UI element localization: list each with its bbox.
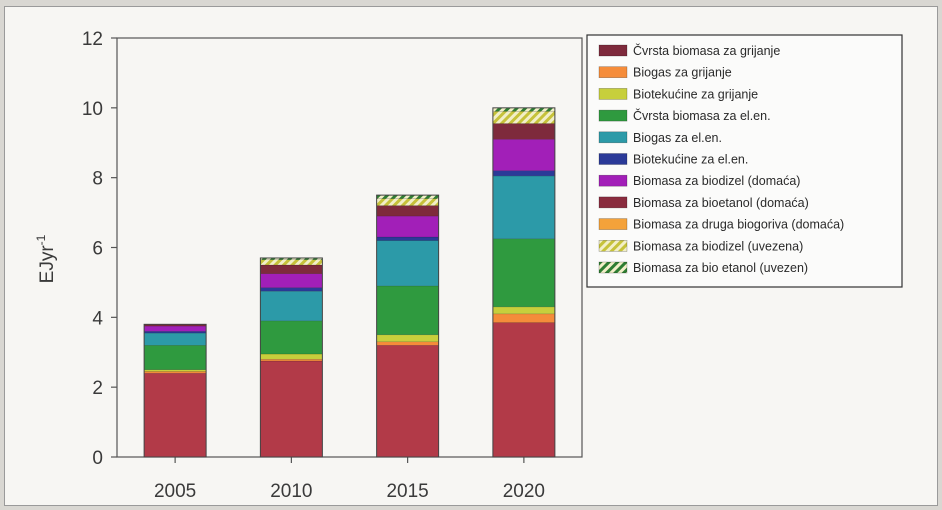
bar-segment	[260, 360, 323, 458]
bar-segment	[376, 198, 439, 206]
bar-segment	[260, 358, 323, 362]
bar-segment	[260, 320, 323, 355]
legend-label: Čvrsta biomasa za grijanje	[633, 43, 780, 58]
stacked-bar-chart: 0 2 4 6 8 10 12 2005 2010 2015 2020 EJyr-1 Čvrsta …	[34, 29, 903, 502]
y-tick-label: 4	[92, 308, 103, 329]
bar-segment	[143, 369, 207, 372]
bar-segment	[143, 332, 207, 346]
x-tick-label: 2005	[154, 481, 196, 502]
bar-segment	[376, 236, 439, 241]
legend-swatch	[598, 196, 628, 209]
bar-segment	[143, 325, 207, 332]
bar-segment	[143, 372, 207, 458]
bar-segment	[376, 194, 439, 199]
bar-segment	[376, 341, 439, 346]
bar-outline	[143, 323, 207, 458]
bar-segment	[376, 240, 439, 287]
axes: 0 2 4 6 8 10 12 2005 2010 2015 2020	[82, 29, 583, 502]
x-tick-label: 2020	[503, 481, 545, 502]
legend: Čvrsta biomasa za grijanje Biogas za grij…	[586, 34, 903, 288]
chart-frame: 0 2 4 6 8 10 12 2005 2010 2015 2020 EJyr-1 Čvrsta …	[4, 6, 938, 506]
legend-swatch	[598, 88, 628, 100]
y-tick-label: 0	[92, 448, 103, 469]
bar-outline	[259, 257, 323, 458]
y-tick-label: 8	[92, 169, 103, 190]
bar-segment	[492, 322, 556, 458]
bar-segment	[492, 238, 556, 308]
legend-label: Biogas za grijanje	[633, 66, 732, 80]
y-axis-title: EJyr-1	[34, 234, 58, 283]
y-tick-label: 10	[82, 99, 103, 120]
bar-segment	[260, 259, 323, 266]
bar-segment	[492, 306, 556, 315]
legend-swatch	[598, 261, 628, 274]
legend-box	[586, 34, 903, 288]
bar-segment	[492, 107, 556, 112]
bar-segment	[376, 345, 439, 458]
bar-segment	[492, 313, 556, 323]
legend-label: Biotekućine za el.en.	[633, 153, 748, 167]
y-axis-label: EJyr-1	[34, 234, 58, 283]
bar-segment	[376, 334, 439, 343]
bar-segment	[260, 273, 323, 288]
y-tick-label: 2	[92, 378, 103, 399]
legend-label: Biomasa za bio etanol (uvezen)	[633, 261, 808, 275]
bar-segment	[376, 215, 439, 238]
x-tick-label: 2010	[270, 481, 312, 502]
legend-label: Čvrsta biomasa za el.en.	[633, 108, 771, 123]
legend-label: Biogas za el.en.	[633, 131, 722, 145]
legend-label: Biomasa za biodizel (uvezena)	[633, 239, 803, 253]
legend-swatch	[598, 174, 628, 187]
bar-segment	[492, 170, 556, 177]
bar-segment	[143, 371, 207, 374]
bar-segment	[376, 205, 439, 217]
bar-segment	[492, 111, 556, 124]
y-tick-label: 12	[82, 29, 103, 50]
x-tick-label: 2015	[386, 481, 428, 502]
bar-segment	[492, 175, 556, 240]
legend-swatch	[598, 66, 628, 79]
bar-segment	[143, 331, 207, 334]
legend-swatch	[598, 44, 628, 57]
bar-segment	[492, 123, 556, 140]
legend-label: Biotekućine za grijanje	[633, 87, 758, 101]
legend-swatch	[598, 218, 628, 230]
bar-segment	[260, 290, 323, 322]
y-tick-label: 6	[92, 239, 103, 260]
legend-swatch	[598, 131, 628, 144]
bars	[143, 107, 556, 458]
legend-label: Biomasa za bioetanol (domaća)	[633, 196, 809, 210]
bar-outline	[376, 194, 440, 458]
bar-segment	[376, 285, 439, 336]
legend-label: Biomasa za biodizel (domaća)	[633, 174, 800, 188]
legend-swatch	[598, 109, 628, 122]
bar-segment	[143, 345, 207, 370]
legend-swatch	[598, 153, 628, 165]
bar-segment	[260, 353, 323, 360]
bar-segment	[260, 287, 323, 292]
legend-label: Biomasa za druga biogoriva (domaća)	[633, 218, 844, 232]
bar-segment	[492, 139, 556, 171]
bar-outline	[492, 107, 556, 458]
legend-swatch	[598, 240, 628, 252]
bar-segment	[260, 264, 323, 274]
